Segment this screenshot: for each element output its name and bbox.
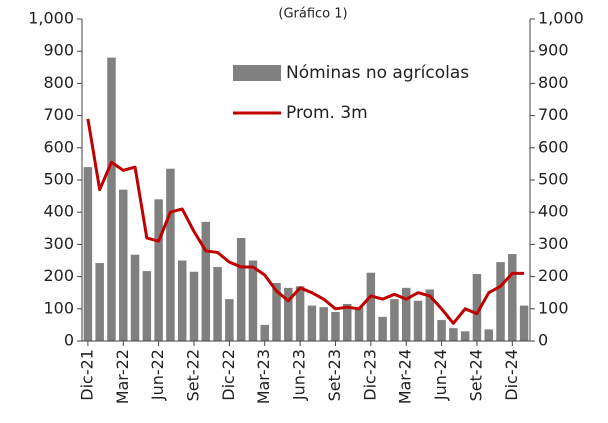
bar: [484, 329, 493, 341]
bar: [248, 260, 258, 341]
y-tick-label: 500: [43, 170, 74, 189]
bar: [142, 271, 152, 341]
x-tick-label: Jun-24: [431, 349, 450, 401]
bar: [177, 260, 187, 341]
bar: [354, 307, 364, 341]
x-tick-label: Jun-23: [290, 349, 309, 401]
legend-label: Prom. 3m: [286, 103, 368, 123]
bar: [378, 316, 387, 341]
bar: [437, 320, 446, 341]
bar: [154, 199, 163, 341]
bar: [472, 274, 482, 341]
y2-tick-label: 300: [538, 234, 569, 253]
y2-tick-label: 1,000: [538, 9, 584, 28]
x-tick-label: Dic-21: [77, 349, 96, 401]
y-tick-label: 0: [64, 331, 74, 350]
bar: [496, 262, 505, 341]
y-tick-label: 1,000: [28, 9, 74, 28]
bar: [83, 167, 93, 341]
y2-tick-label: 400: [538, 202, 569, 221]
x-tick-label: Set-22: [184, 349, 203, 401]
x-tick-label: Dic-24: [502, 349, 521, 401]
bar: [413, 300, 423, 341]
bar: [295, 286, 305, 341]
x-tick-label: Dic-22: [219, 349, 238, 401]
y-tick-label: 700: [43, 105, 74, 124]
y2-tick-label: 100: [538, 298, 569, 317]
bar: [319, 307, 328, 341]
line: [86, 118, 525, 325]
y-tick-label: 400: [43, 202, 74, 221]
bar: [201, 221, 211, 341]
bar: [331, 312, 340, 341]
y-tick-label: 200: [43, 266, 74, 285]
y2-tick-label: 700: [538, 105, 569, 124]
y2-tick-label: 200: [538, 266, 569, 285]
bar: [449, 328, 458, 341]
x-tick-label: Mar-23: [254, 349, 273, 404]
x-tick-label: Mar-24: [396, 349, 415, 404]
bar: [401, 287, 411, 341]
y2-tick-label: 600: [538, 137, 569, 156]
bar: [343, 303, 352, 341]
x-tick-label: Jun-22: [148, 349, 167, 401]
bar: [213, 266, 222, 341]
bar: [508, 254, 517, 341]
bar: [390, 299, 399, 341]
y2-tick-label: 900: [538, 41, 569, 60]
y-tick-label: 800: [43, 73, 74, 92]
x-tick-label: Dic-23: [360, 349, 379, 401]
y2-tick-label: 0: [538, 331, 548, 350]
bar: [236, 237, 246, 341]
y-tick-label: 900: [43, 41, 74, 60]
bar: [519, 305, 529, 341]
bar: [95, 263, 104, 341]
bar: [366, 272, 376, 341]
x-tick-label: Mar-22: [113, 349, 132, 404]
bar: [166, 168, 175, 341]
y-tick-label: 600: [43, 137, 74, 156]
chart-title: (Gráfico 1): [278, 7, 347, 22]
y2-tick-label: 500: [538, 170, 569, 189]
y-tick-label: 300: [43, 234, 74, 253]
legend-swatch: [233, 65, 281, 81]
bar: [284, 287, 293, 341]
bar: [130, 254, 140, 341]
bar: [460, 331, 470, 341]
bar: [260, 324, 269, 341]
bar: [307, 305, 317, 341]
x-tick-label: Set-24: [466, 349, 485, 401]
bar: [425, 289, 435, 341]
y-tick-label: 100: [43, 298, 74, 317]
bar: [119, 189, 128, 341]
y2-tick-label: 800: [538, 73, 569, 92]
x-tick-label: Set-23: [325, 349, 344, 401]
bar: [107, 57, 116, 341]
legend-label: Nóminas no agrícolas: [286, 63, 469, 83]
bar: [225, 299, 234, 341]
bar: [189, 271, 199, 341]
bar: [272, 283, 281, 341]
